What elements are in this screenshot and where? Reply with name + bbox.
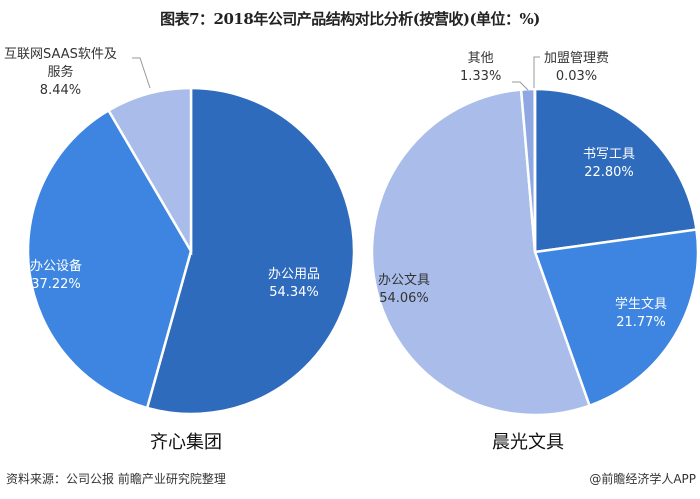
pie-chart-qixin [26, 86, 356, 416]
slice-label-student-stationery: 学生文具 21.77% [615, 296, 667, 332]
slice-label-other: 其他 1.33% [460, 50, 501, 86]
slice-name: 办公设备 [30, 259, 83, 274]
chart-title: 图表7：2018年公司产品结构对比分析(按营收)(单位：%) [160, 10, 540, 28]
slice-value: 54.34% [269, 285, 319, 300]
slice-value: 8.44% [39, 83, 82, 98]
slice-label-franchise-fee: 加盟管理费 0.03% [544, 50, 609, 86]
leader-line-other [512, 81, 529, 91]
pie-slice [533, 87, 698, 254]
brand-credit: @前瞻经济学人APP [589, 472, 696, 486]
pie-slice [145, 86, 356, 416]
pie-slice [533, 228, 700, 408]
slice-value: 0.03% [555, 69, 598, 84]
leader-line-saas [132, 57, 151, 89]
slice-label-office-stationery: 办公文具 54.06% [378, 272, 430, 308]
leader-line-franchise [533, 56, 540, 88]
slice-name: 书写工具 [583, 147, 636, 162]
pie-title-chenguang: 晨光文具 [492, 432, 564, 453]
slice-name: 办公文具 [378, 273, 431, 288]
pie-title-qixin: 齐心集团 [150, 432, 222, 453]
source-note: 资料来源：公司公报 前瞻产业研究院整理 [6, 472, 226, 486]
slice-value: 21.77% [616, 315, 666, 330]
pie-chart-chenguang [370, 87, 700, 417]
slice-name: 互联网SAAS软件及 [4, 47, 117, 62]
slice-name: 其他 [467, 51, 494, 66]
slice-label-office-equipment: 办公设备 37.22% [30, 258, 82, 294]
pie-slice [370, 88, 592, 417]
pie-slice [106, 86, 193, 256]
slice-label-writing-tools: 书写工具 22.80% [583, 146, 635, 182]
slice-value: 22.80% [584, 165, 634, 180]
slice-name: 学生文具 [615, 297, 668, 312]
slice-label-saas: 互联网SAAS软件及 服务 8.44% [4, 46, 117, 100]
slice-name: 加盟管理费 [544, 51, 610, 66]
slice-label-office-supplies: 办公用品 54.34% [268, 266, 320, 302]
pie-slice [26, 108, 193, 410]
slice-value: 54.06% [379, 291, 429, 306]
slice-name: 办公用品 [268, 267, 321, 282]
slice-value: 37.22% [31, 277, 81, 292]
slice-value: 1.33% [460, 69, 502, 84]
slice-name: 服务 [47, 65, 74, 80]
